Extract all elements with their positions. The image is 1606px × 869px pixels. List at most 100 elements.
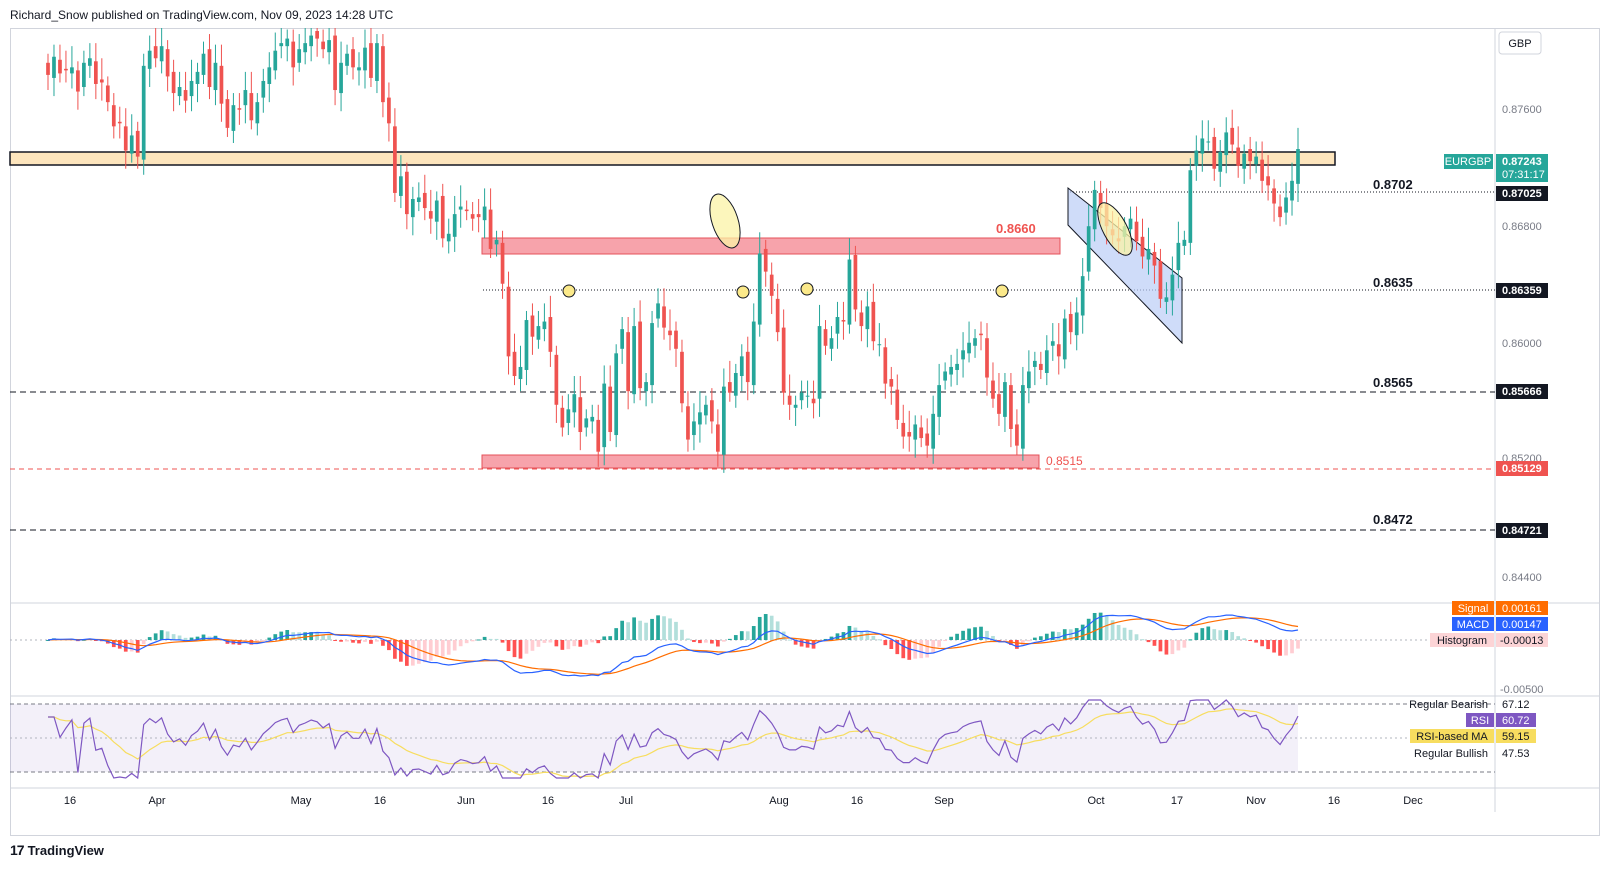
macd-histogram-bar — [351, 640, 355, 643]
rsi-ma-legend: RSI-based MA — [1416, 731, 1488, 743]
rsi-ma-line — [48, 708, 1299, 778]
candle-body — [566, 409, 571, 423]
candle-body — [1278, 206, 1282, 218]
macd-histogram-bar — [727, 638, 732, 640]
range-top-zone[interactable] — [481, 237, 1061, 255]
rsi-value-bg — [1496, 713, 1536, 727]
chart-frame — [10, 28, 1600, 836]
candle-body — [1206, 141, 1211, 143]
macd-histogram-bar — [943, 640, 947, 642]
candle-body — [632, 326, 636, 395]
candle-body — [464, 209, 469, 212]
candle-body — [99, 79, 104, 83]
rsi-bullish-label: Regular Bullish — [1414, 748, 1488, 760]
macd-histogram-bar — [518, 640, 523, 659]
tradingview-logo-icon: 17 — [10, 842, 25, 858]
macd-histogram-bar — [267, 637, 272, 640]
macd-histogram-bar — [680, 629, 684, 640]
time-tick: 16 — [851, 795, 863, 807]
candle-body — [919, 427, 924, 439]
candle-body — [399, 176, 403, 196]
candle-body — [704, 404, 708, 416]
macd-histogram-bar — [596, 640, 601, 644]
candle-body — [638, 321, 642, 389]
candle-body — [817, 326, 822, 399]
candle-body — [1015, 424, 1019, 446]
candle-body — [70, 67, 74, 74]
time-tick: 16 — [542, 795, 554, 807]
candle-body — [739, 356, 744, 377]
macd-histogram-bar — [195, 636, 200, 640]
candle-body — [548, 317, 553, 352]
macd-histogram-bar — [805, 640, 810, 648]
macd-histogram-bar — [369, 640, 373, 644]
candle-body — [751, 321, 756, 386]
macd-histogram-bar — [632, 617, 636, 640]
macd-histogram-bar — [739, 631, 744, 640]
macd-histogram-bar — [991, 635, 995, 640]
candle-body — [680, 351, 684, 404]
rsi-legend-bg — [1466, 713, 1494, 727]
macd-histogram-bar — [488, 638, 493, 640]
macd-histogram-bar — [745, 631, 750, 640]
macd-histogram-bar — [476, 639, 481, 641]
macd-histogram-bar — [1038, 636, 1043, 640]
candle-body — [596, 419, 601, 452]
candle-body — [1224, 132, 1229, 156]
candle-body — [387, 97, 391, 124]
candle-body — [1296, 149, 1300, 184]
macd-axis-tick: -0.00500 — [1500, 684, 1543, 696]
macd-histogram-bar — [650, 618, 654, 640]
candle-body — [147, 50, 152, 69]
macd-histogram-bar — [799, 640, 804, 647]
tradingview-footer[interactable]: 17 TradingView — [10, 842, 104, 858]
time-tick: 16 — [374, 795, 386, 807]
macd-histogram-bar — [961, 630, 965, 640]
macd-histogram-bar — [303, 632, 308, 640]
macd-histogram-bar — [853, 627, 858, 640]
candle-body — [1164, 297, 1169, 302]
resistance-zone[interactable] — [9, 151, 1336, 166]
macd-histogram-bar — [93, 640, 98, 641]
price-label-bg — [1496, 186, 1548, 201]
candle-body — [1260, 159, 1264, 181]
macd-histogram-bar — [291, 632, 296, 640]
macd-histogram-bar — [261, 640, 266, 641]
macd-histogram-bar — [464, 640, 469, 644]
macd-histogram-bar — [440, 640, 445, 657]
candle-body — [793, 404, 798, 408]
macd-histogram-bar — [1182, 640, 1187, 648]
range-bottom-zone[interactable] — [481, 454, 1040, 469]
candle-body — [955, 363, 959, 370]
price-label: 0.85666 — [1502, 386, 1542, 398]
candle-body — [907, 432, 912, 437]
falling-channel[interactable] — [1067, 186, 1183, 345]
candle-body — [799, 392, 804, 401]
candle-body — [440, 195, 445, 239]
candle-body — [76, 70, 80, 92]
candle-body — [410, 198, 415, 218]
macd-histogram-bar — [524, 640, 529, 654]
candle-body — [775, 298, 780, 333]
macd-histogram-bar — [1128, 629, 1133, 640]
macd-histogram-bar — [297, 632, 302, 640]
currency-button[interactable] — [1498, 31, 1542, 55]
macd-histogram-bar — [548, 640, 553, 643]
candle-body — [117, 121, 122, 124]
macd-histogram-bar — [1098, 612, 1103, 640]
macd-histogram-bar — [997, 640, 1001, 641]
macd-histogram-bar — [183, 637, 188, 640]
candle-body — [584, 418, 589, 428]
macd-histogram-bar — [315, 632, 319, 640]
macd-histogram-bar — [668, 618, 672, 640]
reversal-ellipse-1 — [709, 193, 741, 249]
candle-body — [159, 46, 164, 62]
candle-body — [530, 315, 535, 337]
level-label-8660: 0.8660 — [996, 221, 1036, 236]
macd-histogram-bar — [1158, 640, 1163, 652]
candle-body — [1230, 127, 1235, 145]
macd-histogram-bar — [692, 640, 696, 643]
macd-histogram-bar — [135, 640, 140, 653]
signal-legend: Signal — [1458, 603, 1489, 615]
